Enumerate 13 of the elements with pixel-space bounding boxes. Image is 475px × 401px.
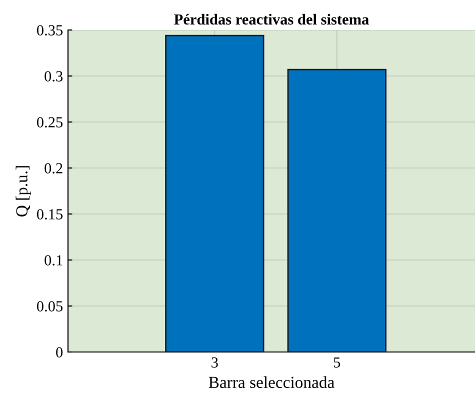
x-tick-label: 3 <box>212 357 218 368</box>
x-tick-label: 5 <box>334 357 340 368</box>
y-tick-label: 0.15 <box>36 209 63 220</box>
y-tick-label: 0.3 <box>44 71 63 82</box>
y-tick-label: 0.25 <box>36 117 63 128</box>
y-tick-label: 0 <box>56 347 63 358</box>
y-tick-label: 0.1 <box>44 255 62 266</box>
y-tick-label: 0.05 <box>36 301 63 312</box>
y-tick-label: 0.2 <box>44 163 62 174</box>
y-axis-title: Q [p.u.] <box>16 166 31 216</box>
y-tick-label: 0.35 <box>36 25 63 36</box>
x-axis-title: Barra seleccionada <box>208 376 334 388</box>
chart-title: Pérdidas reactivas del sistema <box>174 14 369 25</box>
